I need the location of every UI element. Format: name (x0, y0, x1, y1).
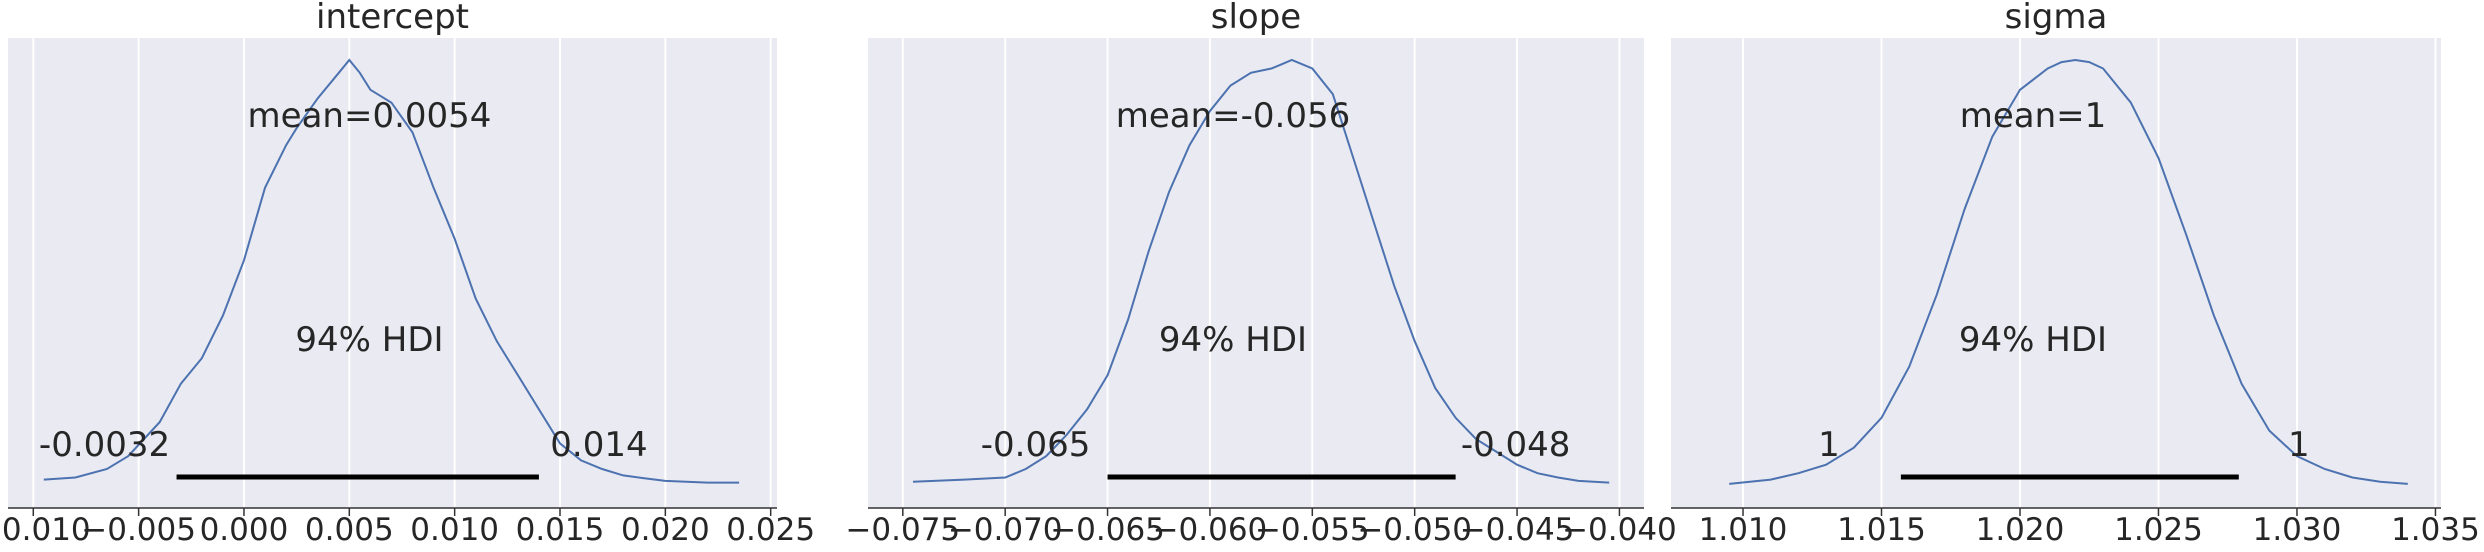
hdi-label: 94% HDI (295, 320, 443, 360)
mean-label: mean=-0.056 (1116, 96, 1351, 136)
hdi-label: 94% HDI (1159, 320, 1307, 360)
x-tick-label: −0.010 (0, 512, 91, 548)
x-tick-label: −0.060 (1153, 512, 1268, 548)
hdi-low-label: -0.065 (981, 425, 1091, 465)
plot-background (1671, 38, 2441, 508)
x-tick-label: 0.025 (726, 512, 815, 548)
mean-label: mean=1 (1960, 96, 2107, 136)
x-tick-label: −0.045 (1460, 512, 1575, 548)
x-tick-label: 0.010 (410, 512, 499, 548)
x-tick-label: −0.050 (1357, 512, 1472, 548)
x-tick-label: 0.000 (200, 512, 289, 548)
plot-background (8, 38, 777, 508)
plot-background (868, 38, 1644, 508)
hdi-label: 94% HDI (1959, 320, 2107, 360)
x-tick-label: 0.015 (516, 512, 605, 548)
hdi-low-label: 1 (1818, 425, 1840, 465)
x-tick-label: −0.055 (1255, 512, 1370, 548)
x-tick-label: −0.040 (1562, 512, 1677, 548)
panel-title: sigma (2005, 0, 2108, 37)
x-tick-label: 1.020 (1976, 512, 2065, 548)
panel-slope: −0.075−0.070−0.065−0.060−0.055−0.050−0.0… (845, 0, 1676, 548)
x-tick-label: 0.005 (305, 512, 394, 548)
density-curve (1729, 58, 2408, 485)
x-tick-label: 1.015 (1837, 512, 1926, 548)
x-tick-label: 1.010 (1699, 512, 1788, 548)
mean-label: mean=0.0054 (248, 96, 492, 136)
hdi-high-label: 1 (2288, 425, 2310, 465)
panel-sigma: 1.010 1.015 1.020 1.025 1.030 1.035 sigma mean=… (1671, 0, 2480, 548)
x-tick-label: 0.020 (621, 512, 710, 548)
panel-title: slope (1211, 0, 1301, 37)
panel-title: intercept (316, 0, 469, 37)
x-tick-label: −0.070 (948, 512, 1063, 548)
hdi-high-label: -0.048 (1461, 425, 1571, 465)
density-curve (43, 58, 740, 484)
x-tick-label: −0.075 (845, 512, 960, 548)
x-tick-label: 1.030 (2253, 512, 2342, 548)
x-tick-label: −0.005 (81, 512, 196, 548)
x-tick-label: −0.065 (1050, 512, 1165, 548)
density-curve (912, 58, 1610, 484)
x-tick-label: 1.035 (2391, 512, 2480, 548)
hdi-high-label: 0.014 (550, 425, 647, 465)
x-tick-label: 1.025 (2114, 512, 2203, 548)
hdi-low-label: -0.0032 (39, 425, 170, 465)
